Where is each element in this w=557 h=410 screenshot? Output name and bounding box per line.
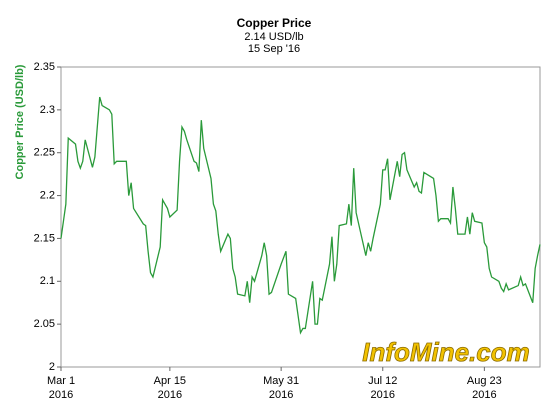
y-tick-label: 2.15 bbox=[34, 232, 55, 244]
y-axis-title: Copper Price (USD/lb) bbox=[14, 64, 26, 179]
x-tick-label: 2016 bbox=[472, 389, 496, 401]
date-label: 15 Sep '16 bbox=[248, 43, 300, 55]
x-tick-label: 2016 bbox=[371, 389, 395, 401]
x-tick-label: Mar 1 bbox=[47, 375, 75, 387]
y-tick-label: 2.2 bbox=[40, 189, 55, 201]
price-line bbox=[60, 96, 541, 335]
y-tick-label: 2.25 bbox=[34, 147, 55, 159]
x-tick-label: 2016 bbox=[269, 389, 293, 401]
y-tick-label: 2 bbox=[49, 361, 55, 373]
y-tick-label: 2.35 bbox=[34, 61, 55, 73]
x-tick-label: 2016 bbox=[49, 389, 73, 401]
chart-title: Copper Price bbox=[237, 16, 312, 30]
watermark: InfoMine.com bbox=[362, 337, 530, 367]
x-tick-label: Apr 15 bbox=[154, 375, 186, 387]
y-tick-label: 2.05 bbox=[34, 318, 55, 330]
x-tick-label: May 31 bbox=[263, 375, 299, 387]
x-tick-label: Aug 23 bbox=[467, 375, 502, 387]
y-tick-label: 2.1 bbox=[40, 275, 55, 287]
y-tick-label: 2.3 bbox=[40, 104, 55, 116]
chart-subtitle: 2.14 USD/lb bbox=[244, 31, 303, 43]
x-tick-label: Jul 12 bbox=[368, 375, 397, 387]
plot-frame bbox=[60, 66, 541, 368]
x-tick-label: 2016 bbox=[158, 389, 182, 401]
